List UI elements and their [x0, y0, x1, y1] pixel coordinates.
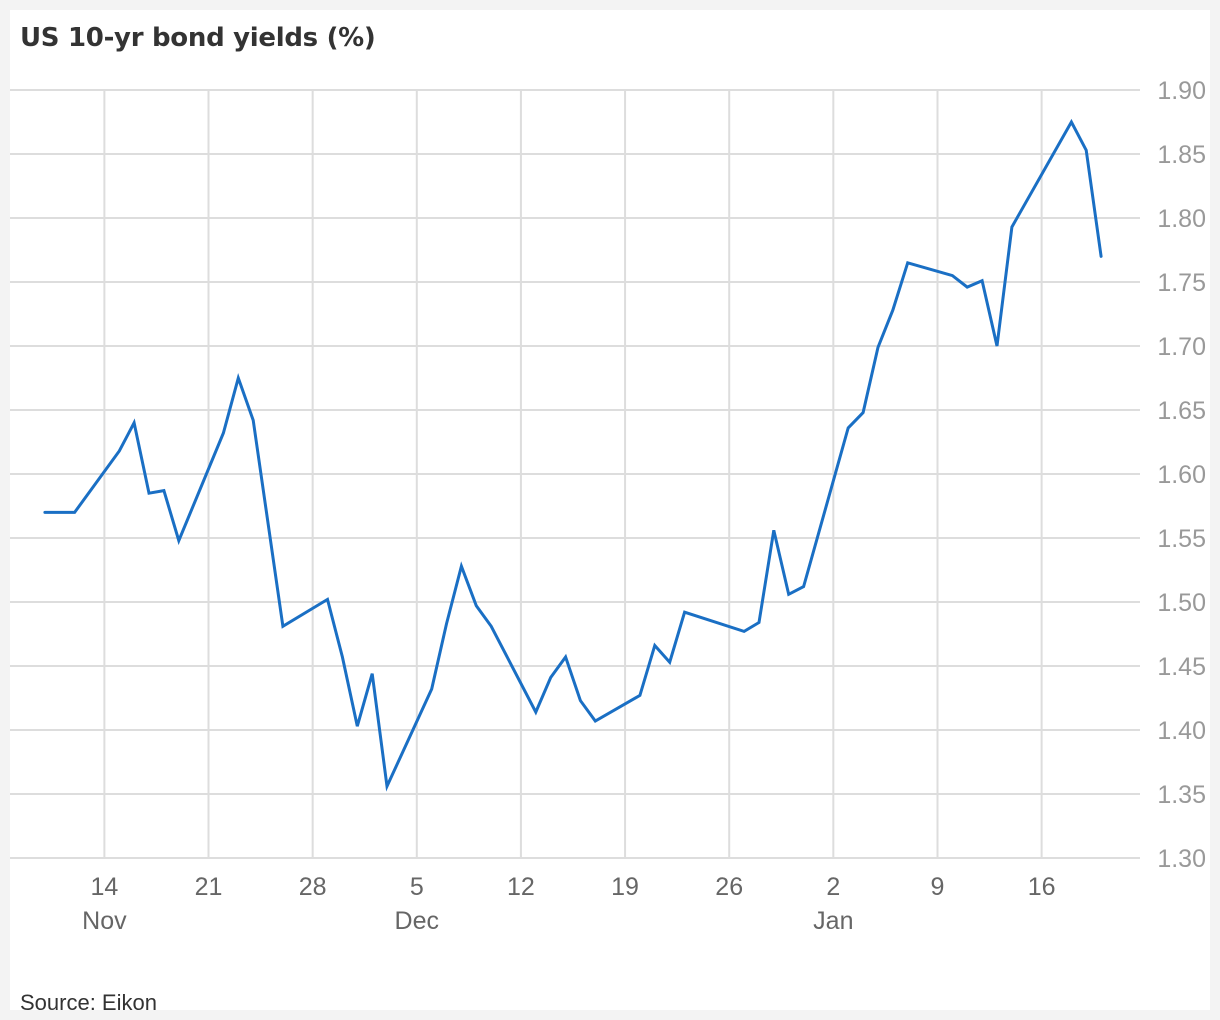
- y-tick-label: 1.75: [1157, 269, 1206, 297]
- y-tick-label: 1.70: [1157, 333, 1206, 361]
- x-tick-month-label: Jan: [813, 907, 853, 935]
- y-gridlines: [10, 89, 1140, 859]
- x-tick-label: 28: [299, 873, 327, 901]
- y-tick-label: 1.40: [1157, 717, 1206, 745]
- x-tick-label: 21: [195, 873, 223, 901]
- y-tick-label: 1.35: [1157, 781, 1206, 809]
- x-tick-label: 19: [611, 873, 639, 901]
- chart-title: US 10-yr bond yields (%): [20, 23, 376, 53]
- y-tick-label: 1.85: [1157, 141, 1206, 169]
- x-tick-label: 26: [715, 873, 743, 901]
- source-note: Source: Eikon: [20, 990, 157, 1015]
- y-tick-label: 1.55: [1157, 525, 1206, 553]
- x-tick-label: 2: [826, 873, 840, 901]
- x-tick-label: 16: [1028, 873, 1056, 901]
- series-group: [43, 118, 1103, 792]
- y-tick-label: 1.50: [1157, 589, 1206, 617]
- y-tick-label: 1.65: [1157, 397, 1206, 425]
- x-tick-label: 9: [931, 873, 945, 901]
- y-tick-label: 1.30: [1157, 845, 1206, 873]
- y-axis-labels: 1.30 1.35 1.40 1.45 1.50 1.55 1.60 1.65 1.70 1.75…: [1157, 77, 1206, 873]
- y-tick-label: 1.60: [1157, 461, 1206, 489]
- yield-series-line: [43, 118, 1103, 792]
- x-tick-label: 5: [410, 873, 424, 901]
- x-tick-month-label: Dec: [395, 907, 439, 935]
- x-tick-label: 14: [90, 873, 118, 901]
- y-tick-label: 1.45: [1157, 653, 1206, 681]
- y-tick-label: 1.90: [1157, 77, 1206, 105]
- x-tick-month-label: Nov: [82, 907, 127, 935]
- y-tick-label: 1.80: [1157, 205, 1206, 233]
- line-chart: 1.30 1.35 1.40 1.45 1.50 1.55 1.60 1.65 1.70 1.75…: [10, 77, 1206, 935]
- chart-card: US 10-yr bond yields (%) 1.30 1.35 1.40 1.4…: [10, 10, 1210, 1015]
- x-tick-label: 12: [507, 873, 535, 901]
- x-axis-labels: 14 Nov 21 28 5 Dec 12 19 26 2 Jan 9 16: [82, 873, 1055, 935]
